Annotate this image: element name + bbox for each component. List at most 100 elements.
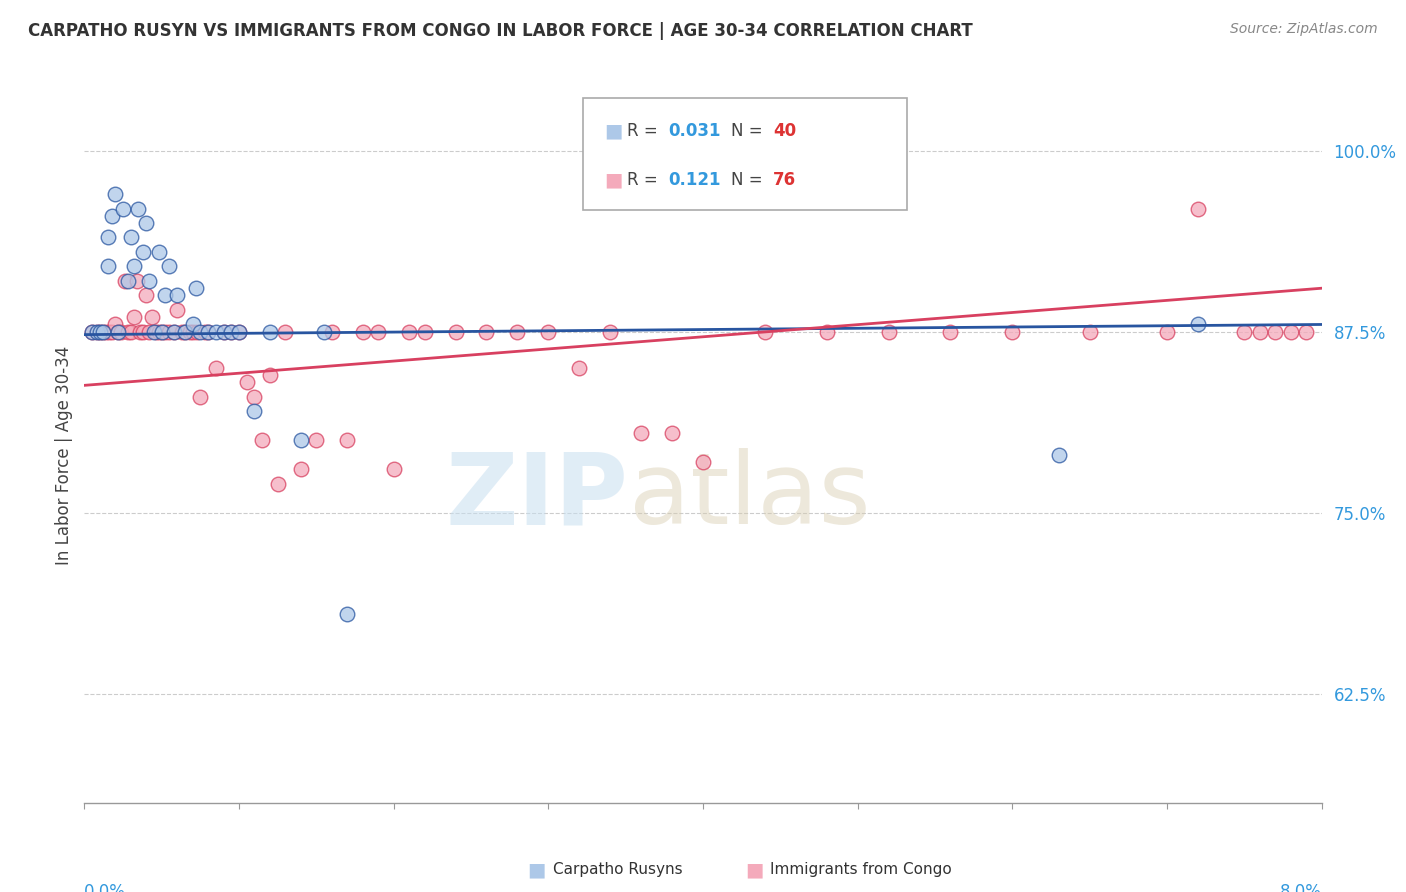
Point [228,325,250,339]
Text: Immigrants from Congo: Immigrants from Congo [770,863,952,877]
Point [141,310,163,325]
Point [877,325,900,339]
Point [89,325,111,339]
Point [129,325,152,339]
Point [179,325,201,339]
Point [336,434,359,448]
Point [153,325,176,339]
Point [153,288,176,302]
Point [96,260,118,274]
Point [475,325,498,339]
Point [150,325,173,339]
Point [117,325,139,339]
Point [132,244,155,259]
Point [1156,325,1178,339]
Point [661,426,683,441]
Point [243,390,266,404]
Point [138,325,160,339]
Point [305,434,328,448]
Point [250,434,273,448]
Point [219,325,242,339]
Point [135,288,157,302]
Point [135,216,157,230]
Point [181,318,204,332]
Point [120,325,142,339]
Point [352,325,374,339]
Point [1187,318,1209,332]
Point [82,325,104,339]
Point [166,288,188,302]
Text: N =: N = [731,122,768,140]
Point [197,325,219,339]
Point [1047,448,1070,462]
Point [290,434,312,448]
Point [197,325,219,339]
Point [1233,325,1256,339]
Point [267,476,290,491]
Text: ■: ■ [527,860,546,880]
Point [184,281,207,295]
Point [205,360,228,375]
Text: R =: R = [627,122,664,140]
Point [274,325,297,339]
Point [212,325,235,339]
Point [630,426,652,441]
Point [86,325,108,339]
Text: 8.0%: 8.0% [1279,882,1322,892]
Point [314,325,336,339]
Point [150,325,173,339]
Point [815,325,838,339]
Point [599,325,621,339]
Point [219,325,242,339]
Point [138,274,160,288]
Text: ■: ■ [745,860,763,880]
Point [186,325,208,339]
Text: R =: R = [627,170,664,188]
Point [159,260,180,274]
Point [321,325,343,339]
Point [159,325,180,339]
Point [110,325,132,339]
Point [235,376,259,390]
Point [692,455,714,469]
Point [188,325,212,339]
Text: Carpatho Rusyns: Carpatho Rusyns [553,863,682,877]
Point [96,230,118,244]
Point [148,244,170,259]
Point [398,325,420,339]
Point [132,325,155,339]
Y-axis label: In Labor Force | Age 30-34: In Labor Force | Age 30-34 [55,345,73,565]
Text: N =: N = [731,170,768,188]
Point [120,230,142,244]
Text: 76: 76 [773,170,796,188]
Point [145,325,167,339]
Point [205,325,228,339]
Text: Source: ZipAtlas.com: Source: ZipAtlas.com [1230,22,1378,37]
Point [188,390,212,404]
Point [1187,202,1209,216]
Text: 0.031: 0.031 [668,122,720,140]
Text: ■: ■ [605,122,623,141]
Point [112,202,135,216]
Point [148,325,170,339]
Point [143,325,166,339]
Point [114,274,136,288]
Point [181,325,204,339]
Point [174,325,197,339]
Point [290,462,312,476]
Point [163,325,186,339]
Point [104,187,127,202]
Text: 0.121: 0.121 [668,170,720,188]
Text: ZIP: ZIP [446,448,628,545]
Point [382,462,405,476]
Point [101,325,124,339]
Point [194,325,217,339]
Point [91,325,114,339]
Point [259,325,281,339]
Point [127,202,149,216]
Text: ■: ■ [605,170,623,189]
Text: 40: 40 [773,122,796,140]
Point [107,325,129,339]
Text: CARPATHO RUSYN VS IMMIGRANTS FROM CONGO IN LABOR FORCE | AGE 30-34 CORRELATION C: CARPATHO RUSYN VS IMMIGRANTS FROM CONGO … [28,22,973,40]
Point [86,325,108,339]
